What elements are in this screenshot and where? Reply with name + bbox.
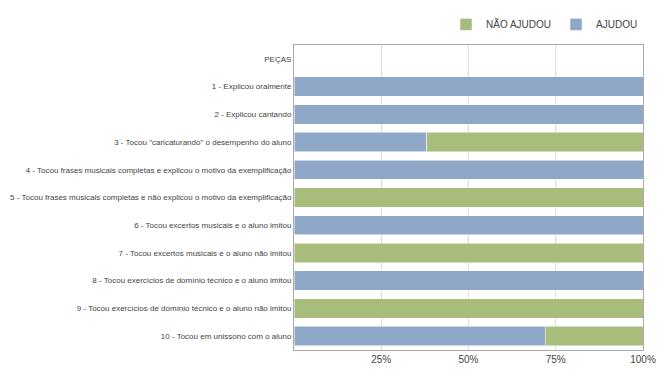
svg-text:NÃO AJUDOU: NÃO AJUDOU — [486, 18, 551, 30]
svg-text:2 - Explicou cantando: 2 - Explicou cantando — [214, 110, 291, 119]
svg-text:25%: 25% — [371, 354, 391, 365]
svg-text:50%: 50% — [458, 354, 478, 365]
svg-text:10 - Tocou em unissono com o a: 10 - Tocou em unissono com o aluno — [161, 332, 292, 341]
svg-text:5 - Tocou frases musicais comp: 5 - Tocou frases musicais completas e nã… — [10, 193, 292, 202]
svg-text:PEÇAS: PEÇAS — [264, 55, 291, 64]
svg-text:75%: 75% — [546, 354, 566, 365]
svg-text:100%: 100% — [630, 354, 656, 365]
svg-text:7 - Tocou excertos musicais e: 7 - Tocou excertos musicais e o aluno nã… — [119, 249, 292, 258]
svg-text:6 - Tocou excertos musicais e: 6 - Tocou excertos musicais e o aluno im… — [134, 221, 291, 230]
svg-text:AJUDOU: AJUDOU — [596, 19, 637, 30]
svg-text:8 - Tocou exercícios de domíni: 8 - Tocou exercícios de domínio técnico … — [92, 276, 291, 285]
svg-text:4 - Tocou frases musicais comp: 4 - Tocou frases musicais completas e ex… — [26, 166, 292, 175]
svg-text:3 - Tocou "caricaturando" o de: 3 - Tocou "caricaturando" o desempenho d… — [114, 138, 292, 147]
svg-text:1 - Explicou oralmente: 1 - Explicou oralmente — [212, 82, 292, 91]
svg-text:9 - Tocou exercícios de domíni: 9 - Tocou exercícios de domínio técnico … — [77, 304, 292, 313]
